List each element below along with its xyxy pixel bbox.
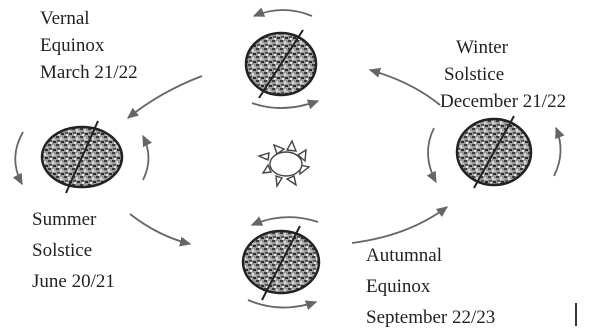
vernal-line-1: Vernal: [40, 8, 90, 29]
sun-icon: [256, 139, 311, 189]
autumnal-line-3: September 22/23: [366, 307, 496, 328]
summer-line-2: Solstice: [32, 240, 93, 261]
orbit-arrow-autumnal-to-winter: [351, 206, 449, 244]
rotation-arrow-right-inner: [426, 127, 437, 184]
rotation-arrow-left-inner: [142, 134, 153, 181]
earth-vernal: [244, 29, 318, 99]
orbit-arrow-winter-to-vernal: [368, 67, 441, 106]
orbit-arrow-summer-to-autumnal: [129, 213, 192, 247]
earth-autumnal: [241, 225, 321, 301]
rotation-arrow-bottom-upper: [250, 216, 319, 226]
vernal-line-3: March 21/22: [40, 62, 138, 83]
summer-solstice-label: Summer Solstice June 20/21: [32, 204, 115, 297]
vernal-equinox-label: Vernal Equinox March 21/22: [40, 5, 138, 86]
winter-line-2: Solstice: [444, 64, 505, 85]
earth-winter: [455, 115, 533, 189]
orbit-arrow-vernal-to-summer: [127, 75, 203, 119]
summer-line-3: June 20/21: [32, 271, 115, 292]
rotation-arrow-left-outer: [12, 131, 24, 186]
earth-summer: [40, 120, 124, 194]
winter-solstice-label: Winter Solstice December 21/22: [440, 34, 566, 115]
rotation-arrow-top-upper: [252, 7, 313, 17]
autumnal-line-1: Autumnal: [366, 245, 442, 266]
winter-line-1: Winter: [456, 37, 508, 58]
autumnal-equinox-label: Autumnal Equinox September 22/23: [366, 240, 495, 329]
rotation-arrow-right-outer: [553, 126, 565, 177]
autumnal-line-2: Equinox: [366, 276, 431, 297]
summer-line-1: Summer: [32, 209, 97, 230]
vernal-line-2: Equinox: [40, 35, 105, 56]
rotation-arrow-bottom-lower: [247, 299, 318, 310]
rotation-arrow-top-lower: [251, 99, 320, 110]
winter-line-3: December 21/22: [440, 91, 567, 112]
